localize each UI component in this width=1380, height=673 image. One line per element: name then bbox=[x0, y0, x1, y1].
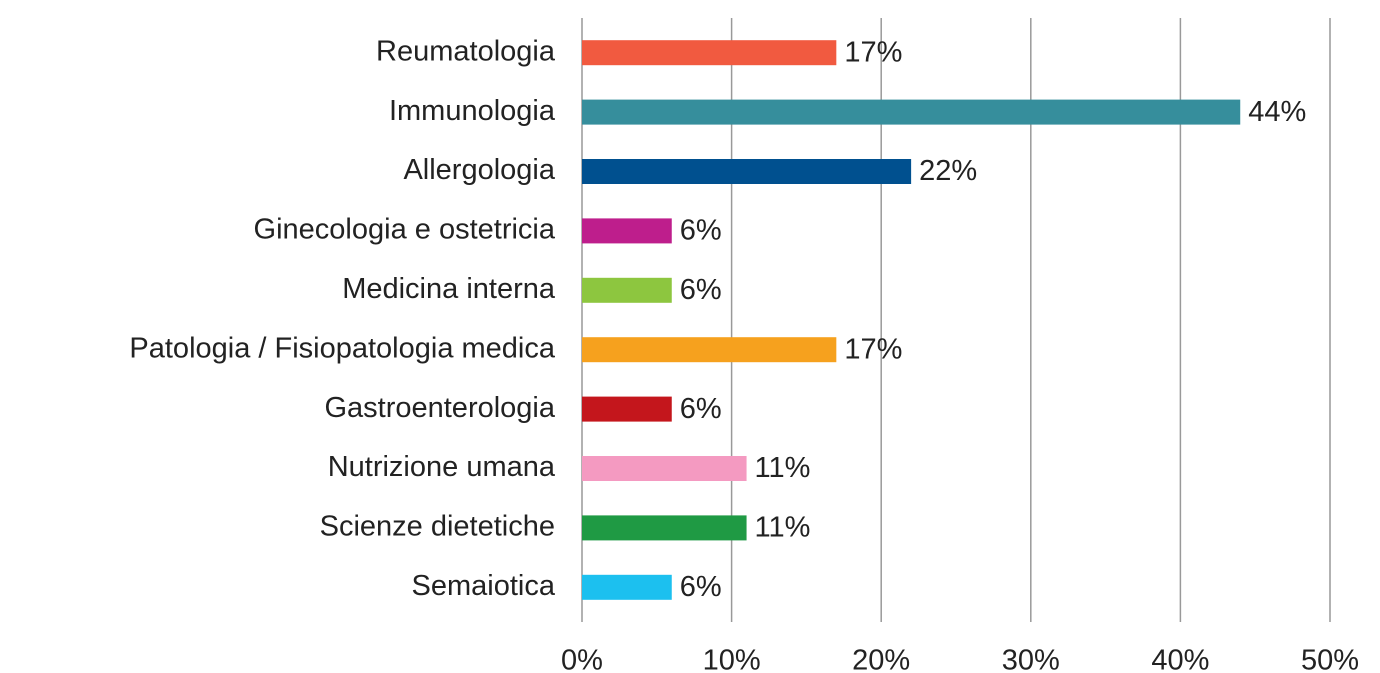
y-tick-label: Reumatologia bbox=[376, 35, 556, 67]
data-label: 6% bbox=[680, 571, 722, 603]
y-tick-label: Gastroenterologia bbox=[324, 392, 555, 424]
data-label: 6% bbox=[680, 215, 722, 247]
data-label: 44% bbox=[1248, 96, 1306, 128]
bar bbox=[582, 277, 672, 303]
bar bbox=[582, 456, 747, 481]
bar bbox=[582, 40, 837, 66]
data-label: 6% bbox=[680, 274, 722, 306]
bar bbox=[582, 337, 837, 363]
x-tick-label: 40% bbox=[1151, 645, 1209, 673]
bar bbox=[582, 99, 1241, 125]
y-tick-label: Scienze dietetiche bbox=[320, 511, 555, 543]
data-label: 11% bbox=[755, 452, 811, 484]
bar bbox=[582, 574, 672, 600]
x-tick-label: 0% bbox=[561, 645, 603, 673]
data-label: 6% bbox=[680, 393, 722, 425]
y-tick-label: Semaiotica bbox=[412, 570, 556, 602]
data-label: 11% bbox=[755, 512, 811, 544]
y-tick-label: Ginecologia e ostetricia bbox=[254, 214, 556, 246]
bar bbox=[582, 159, 912, 184]
x-tick-label: 30% bbox=[1002, 645, 1060, 673]
bar bbox=[582, 396, 672, 422]
y-tick-label: Patologia / Fisiopatologia medica bbox=[129, 332, 555, 364]
y-tick-label: Immunologia bbox=[389, 95, 556, 127]
data-label: 17% bbox=[844, 36, 902, 68]
x-tick-label: 50% bbox=[1301, 645, 1359, 673]
x-tick-label: 20% bbox=[852, 645, 910, 673]
data-label: 22% bbox=[919, 155, 977, 187]
y-tick-label: Allergologia bbox=[403, 154, 555, 186]
y-tick-label: Nutrizione umana bbox=[328, 451, 556, 483]
bar bbox=[582, 515, 747, 541]
data-label: 17% bbox=[844, 333, 902, 365]
y-tick-label: Medicina interna bbox=[342, 273, 556, 305]
bar bbox=[582, 218, 672, 244]
x-tick-label: 10% bbox=[703, 645, 761, 673]
